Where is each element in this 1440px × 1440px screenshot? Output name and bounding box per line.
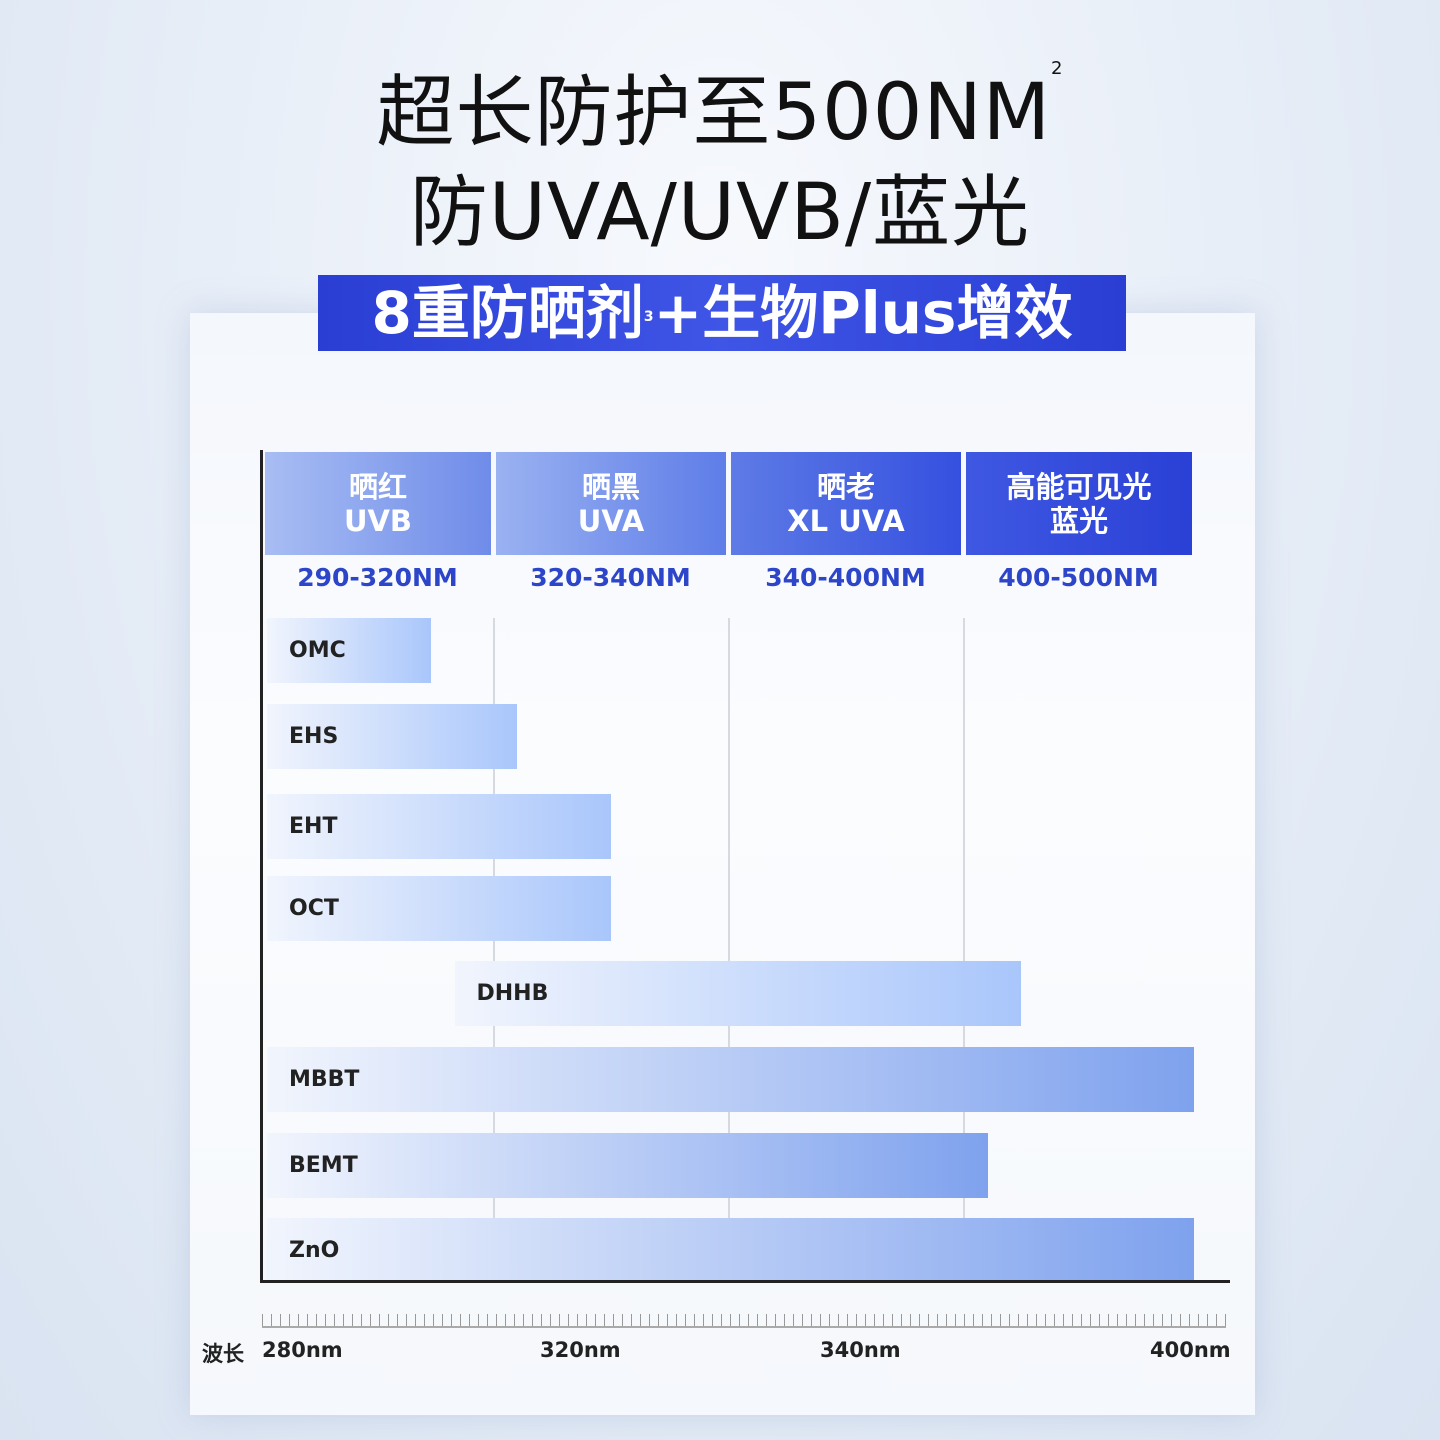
band-header: 晒黑 UVA (496, 452, 726, 555)
bar-zno: ZnO (267, 1218, 1194, 1283)
gridline (963, 618, 965, 1281)
band-name: 晒老 (816, 469, 875, 504)
bar-label: EHT (289, 814, 338, 839)
title-line-1: 超长防护至500NM2 (376, 58, 1064, 158)
bar-omc: OMC (267, 618, 432, 683)
bar-label: ZnO (289, 1238, 340, 1263)
bar-ehs: EHS (267, 704, 517, 769)
bar-oct: OCT (267, 876, 611, 941)
gridline (493, 618, 495, 1281)
band-sub: UVA (577, 503, 645, 538)
bar-label: MBBT (289, 1067, 360, 1092)
bar-label: BEMT (289, 1153, 358, 1178)
band-header: 高能可见光 蓝光 (966, 452, 1192, 555)
band-name: 晒红 (348, 469, 407, 504)
band-name: 晒黑 (581, 469, 640, 504)
bar-label: OMC (289, 638, 346, 663)
y-axis (260, 450, 263, 1283)
bar-mbbt: MBBT (267, 1047, 1194, 1112)
title-line-2: 防UVA/UVB/蓝光 (409, 168, 1031, 258)
bar-label: EHS (289, 724, 339, 749)
x-tick: 280nm (262, 1338, 343, 1362)
bar-label: DHHB (476, 981, 549, 1006)
band-sub: 蓝光 (1049, 503, 1108, 538)
bar-label: OCT (289, 896, 339, 921)
x-axis (260, 1280, 1230, 1283)
wavelength-ruler (262, 1314, 1226, 1328)
x-tick: 400nm (1150, 1338, 1231, 1362)
bar-dhhb: DHHB (454, 961, 1021, 1026)
band-range: 400-500NM (998, 563, 1159, 592)
bar-eht: EHT (267, 794, 611, 859)
band-name: 高能可见光 (1006, 469, 1152, 504)
band-range: 340-400NM (765, 563, 926, 592)
band-range: 290-320NM (297, 563, 458, 592)
band-range: 320-340NM (530, 563, 691, 592)
band-header: 晒红 UVB (265, 452, 491, 555)
band-sub: XL UVA (787, 503, 905, 538)
band-header: 晒老 XL UVA (731, 452, 961, 555)
x-tick: 320nm (540, 1338, 621, 1362)
band-sub: UVB (343, 503, 413, 538)
bar-bemt: BEMT (267, 1133, 989, 1198)
gridline (728, 618, 730, 1281)
footnote-2: 2 (1051, 58, 1064, 79)
banner: 8重防晒剂3+生物Plus增效 (318, 275, 1126, 351)
x-tick: 340nm (820, 1338, 901, 1362)
x-axis-label: 波长 (202, 1342, 244, 1366)
